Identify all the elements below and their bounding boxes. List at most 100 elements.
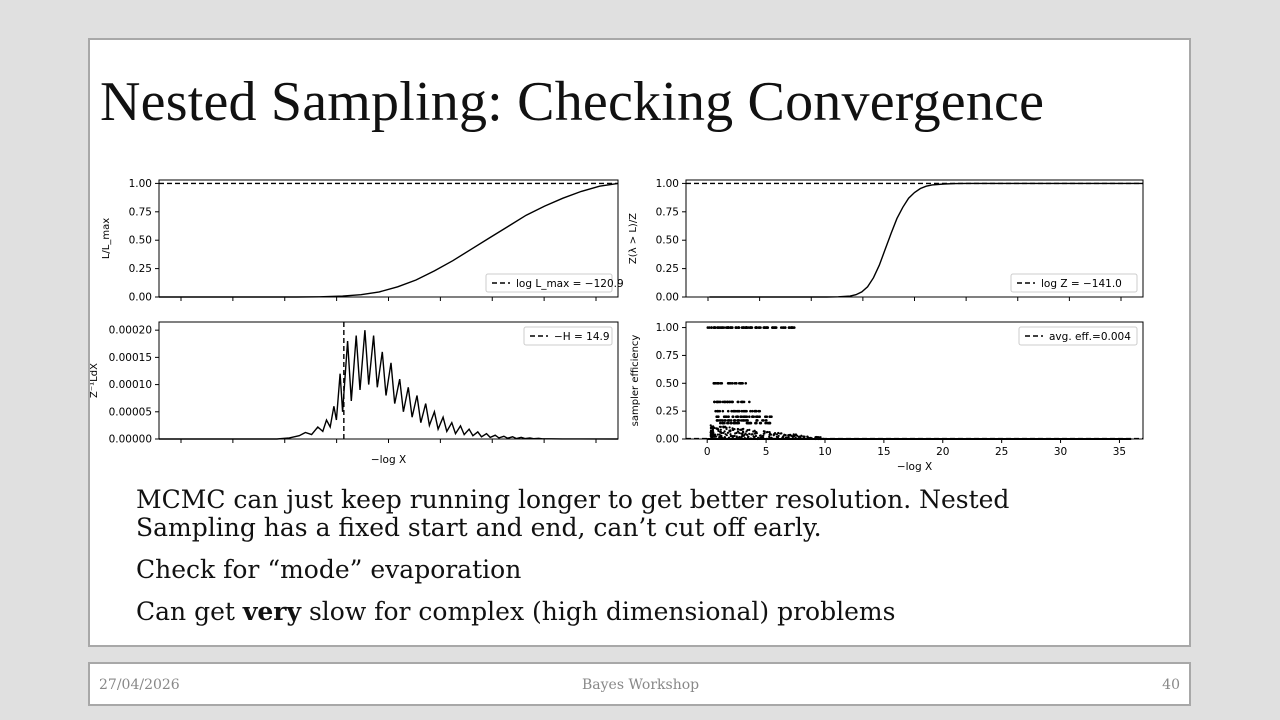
scatter-point (768, 421, 772, 425)
scatter-point (733, 421, 736, 425)
scatter-point (724, 326, 728, 329)
scatter-point (754, 326, 758, 329)
scatter-point (737, 326, 741, 329)
x-tick-label: 30 (1054, 446, 1067, 458)
scatter-point (744, 326, 748, 329)
y-tick-label: 1.00 (656, 322, 679, 334)
scatter-point (746, 421, 749, 425)
x-axis-label: −log X (371, 454, 406, 466)
footer-bar: 27/04/2026 Bayes Workshop 40 (88, 662, 1191, 706)
scatter-point (712, 425, 715, 428)
scatter-point (710, 326, 713, 329)
y-tick-label: 1.00 (129, 178, 152, 190)
scatter-point (726, 326, 730, 329)
slide: Nested Sampling: Checking Convergence 0.… (88, 38, 1191, 647)
y-axis-label: sampler efficiency (630, 335, 641, 427)
scatter-point (718, 425, 722, 428)
scatter-point (724, 415, 728, 419)
scatter-point (736, 419, 739, 422)
bullet-3-post: slow for complex (high dimensional) prob… (301, 597, 896, 626)
scatter-point (727, 415, 730, 419)
scatter-point (765, 419, 768, 422)
scatter-point (746, 436, 750, 439)
scatter-point (743, 433, 746, 436)
scatter-point (743, 415, 746, 419)
scatter-point (739, 381, 743, 385)
y-tick-label: 0.00 (656, 292, 679, 304)
scatter-point (754, 409, 758, 413)
scatter-point (751, 415, 754, 419)
scatter-point (737, 400, 740, 404)
scatter-point (762, 419, 765, 422)
scatter-point (735, 409, 739, 413)
scatter-point (757, 326, 761, 329)
scatter-point (713, 381, 717, 385)
scatter-point (739, 400, 743, 404)
scatter-point (766, 421, 769, 425)
scatter-point (727, 419, 730, 422)
bullet-2: Check for “mode” evaporation (136, 555, 522, 584)
scatter-point (722, 431, 725, 434)
scatter-point (728, 381, 731, 385)
scatter-point (711, 429, 714, 432)
footer-page: 40 (1162, 677, 1180, 693)
scatter-point (726, 409, 730, 413)
scatter-point (731, 415, 735, 419)
scatter-point (719, 428, 722, 431)
scatter-point (779, 432, 782, 435)
scatter-point (713, 434, 716, 437)
bullet-list: MCMC can just keep running longer to get… (136, 486, 1136, 640)
scatter-point (713, 400, 716, 404)
scatter-point (733, 434, 736, 438)
y-tick-label: 0.25 (129, 263, 152, 275)
y-tick-label: 0.25 (656, 263, 679, 275)
scatter-point (751, 409, 754, 413)
scatter-point (753, 436, 756, 439)
scatter-point (729, 400, 733, 404)
scatter-point (777, 434, 780, 437)
scatter-point (741, 419, 745, 422)
scatter-point (736, 415, 740, 419)
y-tick-label: 0.00 (129, 292, 152, 304)
series-line (709, 182, 1143, 298)
x-tick-label: 0 (704, 446, 711, 458)
scatter-point (745, 409, 748, 413)
scatter-point (714, 409, 717, 413)
scatter-point (758, 415, 761, 419)
scatter-point (763, 430, 766, 433)
scatter-point (742, 427, 745, 430)
scatter-point (729, 430, 732, 433)
scatter-point (787, 435, 790, 438)
scatter-point (748, 415, 751, 419)
x-axis-label: −log X (897, 461, 932, 473)
scatter-point (725, 426, 728, 429)
chart-panel-2: 0.00 0.25 0.50 0.75 1.00 Z(λ > L)/Z log Z = −1… (628, 178, 1144, 304)
scatter-point (716, 427, 719, 431)
scatter-point (726, 421, 729, 425)
scatter-point (754, 432, 757, 435)
scatter-point (755, 415, 759, 419)
bullet-3: Can get very slow for complex (high dime… (136, 598, 1136, 626)
y-tick-label: 0.25 (656, 406, 679, 418)
footer-date: 27/04/2026 (99, 677, 180, 693)
scatter-point (806, 435, 809, 438)
legend-label: avg. eff.=0.004 (1049, 331, 1131, 343)
scatter-point (716, 381, 720, 385)
scatter-point (744, 419, 748, 422)
scatter-point (729, 433, 732, 436)
legend-label: log L_max = −120.9 (516, 278, 624, 290)
scatter-point (709, 434, 713, 438)
scatter-point (741, 434, 744, 438)
scatter-point (815, 435, 818, 439)
slide-title: Nested Sampling: Checking Convergence (100, 71, 1045, 133)
scatter-point (720, 436, 723, 439)
y-tick-label: 0.00010 (109, 379, 152, 391)
scatter-point (738, 431, 741, 435)
scatter-point (744, 381, 748, 385)
y-tick-label: 0.00020 (109, 325, 152, 337)
y-tick-label: 0.75 (656, 350, 679, 362)
scatter-point (733, 381, 737, 385)
x-tick-label: 5 (763, 446, 770, 458)
scatter-point (715, 400, 719, 404)
scatter-point (709, 429, 713, 432)
